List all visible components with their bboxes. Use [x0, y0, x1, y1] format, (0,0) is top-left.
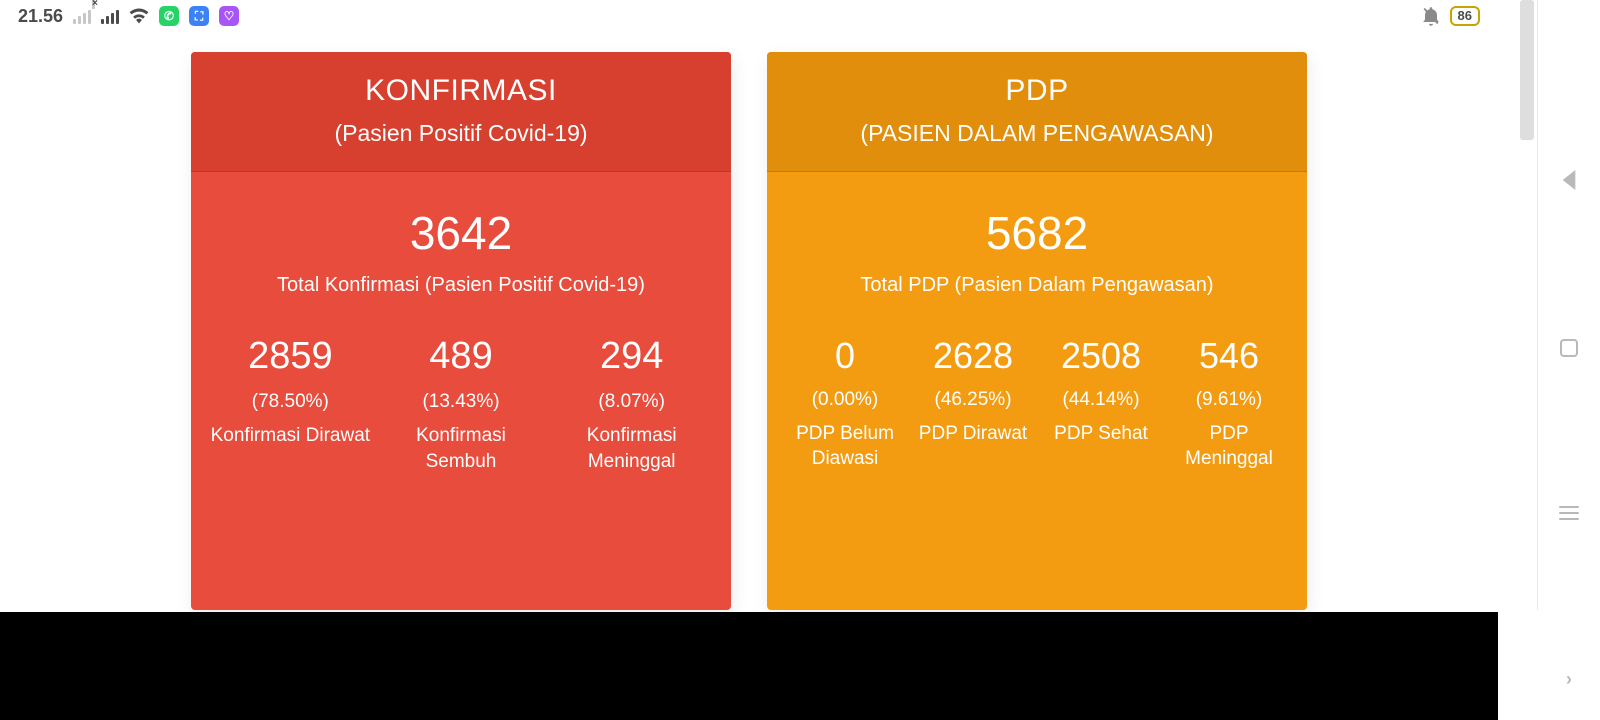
- total-caption: Total Konfirmasi (Pasien Positif Covid-1…: [207, 274, 715, 297]
- nav-recents-icon[interactable]: [1559, 506, 1579, 520]
- total-value: 5682: [783, 206, 1291, 260]
- dashboard-content: KONFIRMASI (Pasien Positif Covid-19) 364…: [0, 32, 1498, 610]
- app-icon-3: ♡: [219, 6, 239, 26]
- stat-percent: (78.50%): [209, 391, 372, 413]
- card-total-block: 3642 Total Konfirmasi (Pasien Positif Co…: [191, 172, 731, 307]
- stat-percent: (46.25%): [913, 389, 1033, 411]
- stat-pdp-sehat: 2508 (44.14%) PDP Sehat: [1037, 337, 1165, 472]
- stat-value: 2859: [209, 337, 372, 377]
- notifications-muted-icon: [1422, 6, 1440, 26]
- stat-label: PDP Belum Diawasi: [785, 421, 905, 472]
- card-stats-row: 2859 (78.50%) Konfirmasi Dirawat 489 (13…: [191, 307, 731, 514]
- stat-value: 2628: [913, 337, 1033, 375]
- stat-pdp-belum-diawasi: 0 (0.00%) PDP Belum Diawasi: [781, 337, 909, 472]
- status-left-group: 21.56 × ✆ ⛶ ♡: [18, 6, 239, 27]
- wifi-icon: [129, 8, 149, 24]
- nav-home-icon[interactable]: [1560, 339, 1578, 357]
- total-caption: Total PDP (Pasien Dalam Pengawasan): [783, 274, 1291, 297]
- card-stats-row: 0 (0.00%) PDP Belum Diawasi 2628 (46.25%…: [767, 307, 1307, 512]
- signal-1-icon: ×: [73, 8, 91, 24]
- stat-percent: (13.43%): [380, 391, 543, 413]
- stat-value: 294: [550, 337, 713, 377]
- app-icon-2: ⛶: [189, 6, 209, 26]
- total-value: 3642: [207, 206, 715, 260]
- stat-konfirmasi-dirawat: 2859 (78.50%) Konfirmasi Dirawat: [205, 337, 376, 474]
- stat-pdp-dirawat: 2628 (46.25%) PDP Dirawat: [909, 337, 1037, 472]
- stat-konfirmasi-sembuh: 489 (13.43%) Konfirmasi Sembuh: [376, 337, 547, 474]
- status-right-group: 86: [1422, 6, 1480, 26]
- nav-back-icon[interactable]: [1563, 170, 1576, 190]
- stat-value: 0: [785, 337, 905, 375]
- stat-value: 2508: [1041, 337, 1161, 375]
- stat-value: 546: [1169, 337, 1289, 375]
- stat-percent: (8.07%): [550, 391, 713, 413]
- card-title: PDP: [783, 74, 1291, 108]
- battery-level: 86: [1450, 6, 1480, 26]
- stat-percent: (9.61%): [1169, 389, 1289, 411]
- stat-label: Konfirmasi Dirawat: [209, 423, 372, 449]
- card-subtitle: (Pasien Positif Covid-19): [207, 120, 715, 147]
- stat-label: PDP Sehat: [1041, 421, 1161, 447]
- stat-label: PDP Meninggal: [1169, 421, 1289, 472]
- stat-konfirmasi-meninggal: 294 (8.07%) Konfirmasi Meninggal: [546, 337, 717, 474]
- stat-percent: (0.00%): [785, 389, 905, 411]
- stat-label: PDP Dirawat: [913, 421, 1033, 447]
- card-pdp-head: PDP (PASIEN DALAM PENGAWASAN): [767, 52, 1307, 172]
- card-total-block: 5682 Total PDP (Pasien Dalam Pengawasan): [767, 172, 1307, 307]
- stat-value: 489: [380, 337, 543, 377]
- stat-pdp-meninggal: 546 (9.61%) PDP Meninggal: [1165, 337, 1293, 472]
- signal-2-icon: [101, 8, 119, 24]
- android-nav-bar: ›: [1538, 0, 1600, 720]
- card-konfirmasi: KONFIRMASI (Pasien Positif Covid-19) 364…: [191, 52, 731, 610]
- card-subtitle: (PASIEN DALAM PENGAWASAN): [783, 120, 1291, 147]
- app-icon-1: ✆: [159, 6, 179, 26]
- stat-percent: (44.14%): [1041, 389, 1161, 411]
- stat-label: Konfirmasi Sembuh: [380, 423, 543, 474]
- status-time: 21.56: [18, 6, 63, 27]
- card-pdp: PDP (PASIEN DALAM PENGAWASAN) 5682 Total…: [767, 52, 1307, 610]
- android-status-bar: 21.56 × ✆ ⛶ ♡ 86: [0, 0, 1498, 32]
- stat-label: Konfirmasi Meninggal: [550, 423, 713, 474]
- nav-expand-icon[interactable]: ›: [1566, 669, 1572, 690]
- card-konfirmasi-head: KONFIRMASI (Pasien Positif Covid-19): [191, 52, 731, 172]
- bottom-black-bar: [0, 612, 1498, 720]
- vertical-scrollbar-thumb[interactable]: [1520, 0, 1534, 140]
- card-title: KONFIRMASI: [207, 74, 715, 108]
